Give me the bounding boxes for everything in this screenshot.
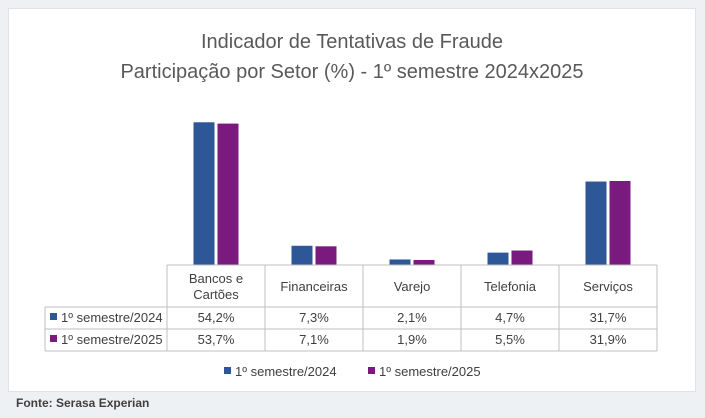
legend: 1º semestre/2024 1º semestre/2025 bbox=[224, 364, 481, 379]
bars-layer bbox=[193, 122, 631, 265]
bar-telefonia-2 bbox=[511, 250, 533, 265]
table-series-key-2 bbox=[50, 335, 57, 342]
legend-label-1: 1º semestre/2024 bbox=[235, 364, 337, 379]
data-label-financeiras-2: 7,1% bbox=[299, 332, 329, 347]
data-label-servicos-1: 31,7% bbox=[590, 310, 627, 325]
bar-bancos-e-cartoes-1 bbox=[193, 122, 215, 265]
table-series-key-1 bbox=[50, 313, 57, 320]
chart-panel: Indicador de Tentativas de Fraude Partic… bbox=[8, 8, 696, 392]
bar-financeiras-2 bbox=[315, 246, 337, 265]
data-label-varejo-2: 1,9% bbox=[397, 332, 427, 347]
source-note: Fonte: Serasa Experian bbox=[16, 396, 150, 410]
bar-bancos-e-cartoes-2 bbox=[217, 123, 239, 265]
data-label-servicos-2: 31,9% bbox=[590, 332, 627, 347]
chart-subtitle: Participação por Setor (%) - 1º semestre… bbox=[120, 61, 583, 83]
category-label-bancos-e-cartoes: Cartões bbox=[193, 287, 239, 302]
data-label-telefonia-2: 5,5% bbox=[495, 332, 525, 347]
data-label-financeiras-1: 7,3% bbox=[299, 310, 329, 325]
table-series-name-1: 1º semestre/2024 bbox=[61, 310, 163, 325]
bar-servicos-1 bbox=[585, 181, 607, 265]
data-label-varejo-1: 2,1% bbox=[397, 310, 427, 325]
bar-servicos-2 bbox=[609, 180, 631, 265]
data-label-bancos-e-cartoes-2: 53,7% bbox=[198, 332, 235, 347]
bar-financeiras-1 bbox=[291, 245, 313, 265]
fraud-chart: Indicador de Tentativas de Fraude Partic… bbox=[44, 31, 658, 379]
category-label-varejo: Varejo bbox=[394, 279, 431, 294]
category-label-bancos-e-cartoes: Bancos e bbox=[189, 271, 243, 286]
category-label-servicos: Serviços bbox=[583, 279, 633, 294]
legend-swatch-2 bbox=[368, 367, 375, 374]
bar-varejo-1 bbox=[389, 259, 411, 265]
data-label-telefonia-1: 4,7% bbox=[495, 310, 525, 325]
bar-telefonia-1 bbox=[487, 252, 509, 265]
category-label-financeiras: Financeiras bbox=[280, 279, 348, 294]
data-label-bancos-e-cartoes-1: 54,2% bbox=[198, 310, 235, 325]
chart-title: Indicador de Tentativas de Fraude bbox=[201, 31, 503, 53]
legend-swatch-1 bbox=[224, 367, 231, 374]
bar-varejo-2 bbox=[413, 259, 435, 265]
category-label-telefonia: Telefonia bbox=[484, 279, 537, 294]
legend-label-2: 1º semestre/2025 bbox=[379, 364, 481, 379]
table-series-name-2: 1º semestre/2025 bbox=[61, 332, 163, 347]
